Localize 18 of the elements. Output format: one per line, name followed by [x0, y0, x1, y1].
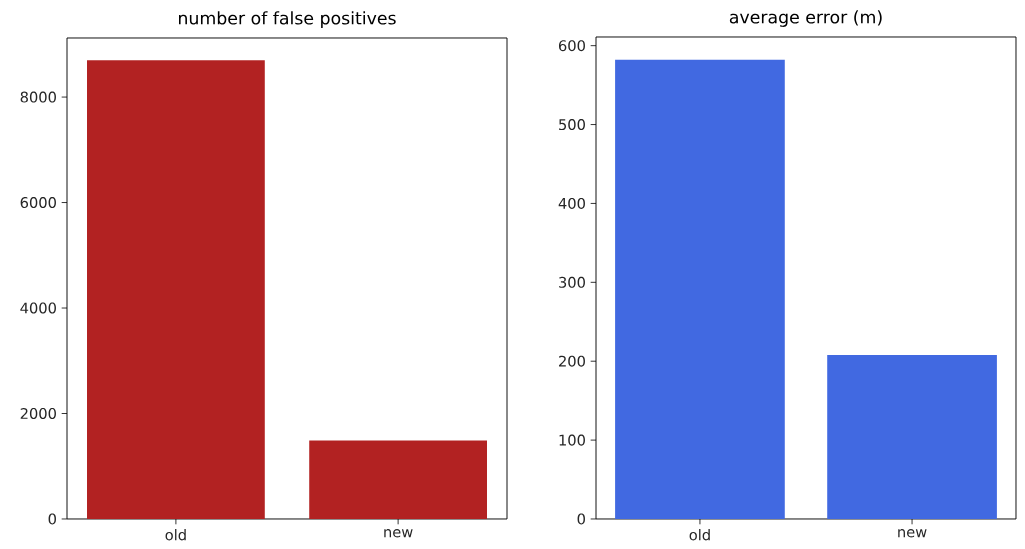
y-tick-label: 0 [48, 513, 56, 525]
y-tick-label: 400 [558, 197, 585, 209]
y-tick-label: 500 [559, 119, 585, 131]
y-tick-label: 600 [558, 40, 585, 52]
y-tick-label: 0 [577, 513, 585, 525]
x-tick-label: new [384, 529, 413, 538]
chart-title: number of false positives [179, 11, 396, 28]
y-tick-label: 200 [559, 355, 585, 367]
chart-title: average error (m) [729, 10, 882, 27]
x-tick-label: old [165, 529, 186, 541]
y-tick-label: 2000 [20, 407, 56, 420]
y-tick-label: 6000 [20, 197, 56, 209]
y-tick-label: 300 [559, 276, 585, 288]
y-tick-label: 4000 [20, 302, 56, 314]
y-tick-label: 100 [559, 434, 585, 446]
x-tick-label: old [689, 529, 710, 541]
y-tick-label: 8000 [20, 91, 56, 103]
x-tick-label: new [898, 529, 927, 538]
